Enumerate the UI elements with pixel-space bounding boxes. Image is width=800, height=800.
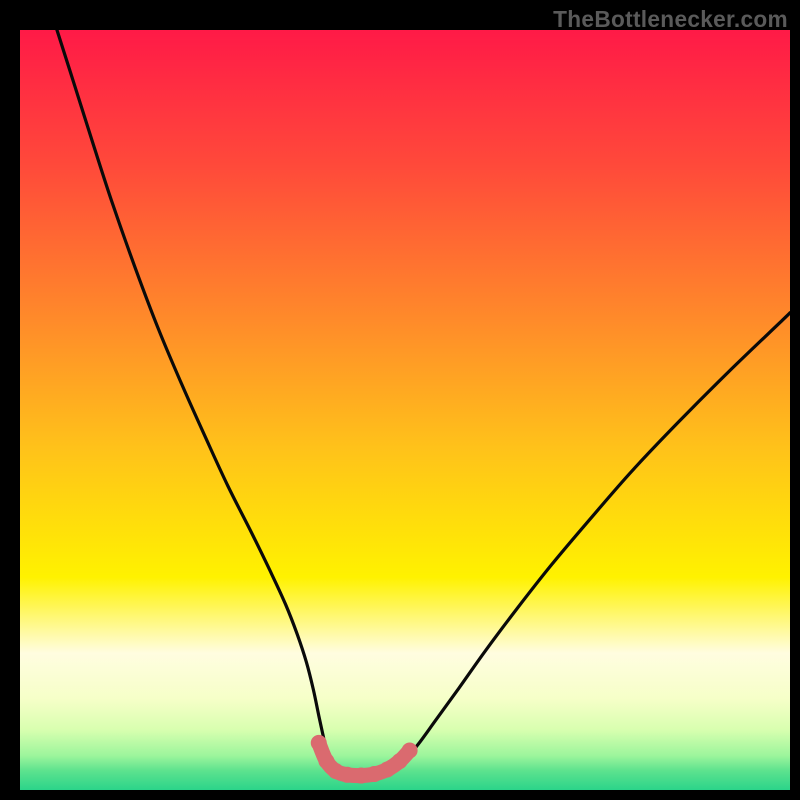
bottleneck-curve <box>57 30 790 777</box>
marker-dot <box>339 767 355 783</box>
marker-dot <box>402 742 418 758</box>
watermark-text: TheBottlenecker.com <box>553 6 788 33</box>
curve-layer <box>20 30 790 790</box>
marker-dot <box>311 735 327 751</box>
plot-area <box>20 30 790 790</box>
